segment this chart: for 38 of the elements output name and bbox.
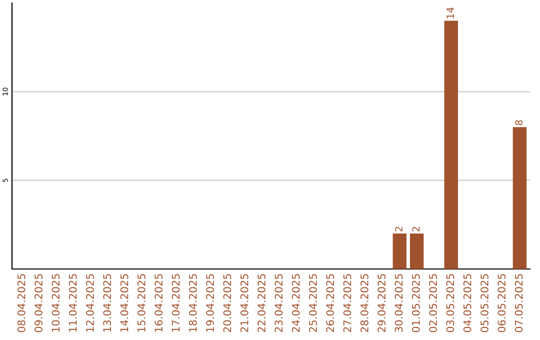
x-tick-label: 16.04.2025 [154,274,163,332]
x-tick-label: 27.04.2025 [343,274,352,332]
x-tick-label: 09.04.2025 [34,274,42,332]
data-label: 14 [446,8,454,18]
x-tick-label: 08.04.2025 [17,274,26,332]
x-tick-label: 18.04.2025 [188,274,197,332]
x-tick-label: 29.04.2025 [378,274,386,332]
x-tick-label: 10.04.2025 [52,274,60,332]
x-tick-label: 24.04.2025 [292,274,300,332]
x-tick-label: 22.04.2025 [258,274,266,332]
x-tick-label: 03.05.2025 [446,274,454,332]
x-tick-label: 21.04.2025 [240,274,248,332]
x-tick-label: 06.05.2025 [498,274,506,332]
x-tick-label: 12.04.2025 [86,274,94,332]
bar [444,20,458,269]
x-tick-label: 25.04.2025 [309,274,317,332]
x-tick-label: 28.04.2025 [360,274,368,332]
x-tick-label: 30.04.2025 [394,274,403,332]
x-tick-label: 07.05.2025 [514,274,523,332]
x-tick-label: 02.05.2025 [429,274,437,332]
data-label: 2 [412,226,420,232]
x-tick-label: 23.04.2025 [274,274,283,332]
x-tick-label: 11.04.2025 [68,274,77,332]
x-tick-label: 15.04.2025 [138,274,146,332]
data-label: 2 [395,226,402,232]
x-tick-label: 26.04.2025 [326,274,334,332]
x-tick-label: 05.05.2025 [480,274,488,332]
x-tick-label: 14.04.2025 [120,274,128,332]
x-tick-label: 20.04.2025 [223,274,232,332]
bar [410,234,424,269]
bar [512,127,527,269]
x-tick-label: 04.05.2025 [463,274,472,332]
bar [392,234,407,269]
x-tick-label: 19.04.2025 [206,274,214,332]
x-tick-label: 17.04.2025 [172,274,180,332]
x-tick-label: 13.04.2025 [103,274,112,332]
x-tick-label: 01.05.2025 [412,274,420,332]
data-label: 8 [515,120,523,126]
